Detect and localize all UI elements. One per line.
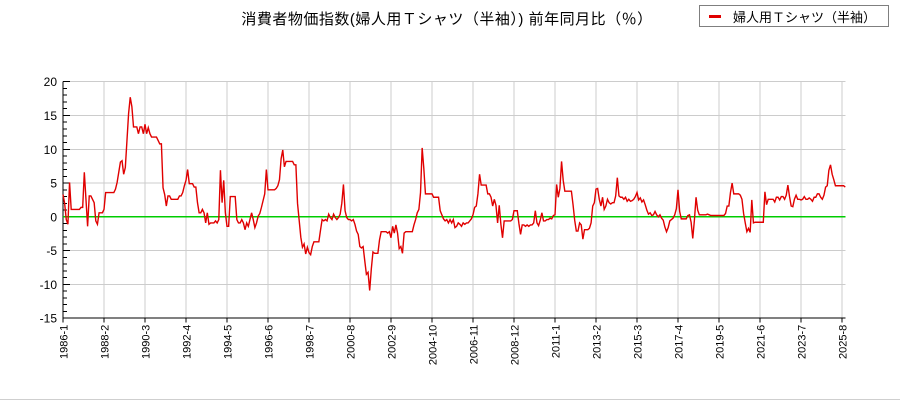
y-tick-label: 5 bbox=[50, 177, 57, 191]
legend-line-swatch bbox=[708, 14, 721, 18]
x-tick-label: 2015-3 bbox=[633, 325, 645, 359]
x-tick-label: 2004-10 bbox=[428, 325, 440, 365]
x-tick-label: 1998-7 bbox=[305, 325, 317, 359]
x-tick-label: 1986-1 bbox=[59, 325, 71, 359]
y-tick-label: 10 bbox=[44, 143, 58, 157]
y-tick-label: 0 bbox=[50, 210, 57, 224]
axes bbox=[62, 81, 846, 323]
x-tick-label: 2019-5 bbox=[715, 325, 727, 359]
gridlines bbox=[63, 81, 846, 319]
x-tick-label: 1994-5 bbox=[223, 325, 235, 359]
y-tick-label: -15 bbox=[40, 312, 58, 326]
y-tick-label: 15 bbox=[44, 109, 58, 123]
x-tick-label: 1990-3 bbox=[141, 325, 153, 359]
y-tick-label: -5 bbox=[46, 244, 57, 258]
x-tick-label: 2025-8 bbox=[838, 325, 850, 359]
y-tick-label: 20 bbox=[44, 75, 58, 89]
legend: 婦人用Ｔシャツ（半袖） bbox=[698, 5, 889, 27]
x-tick-label: 2013-2 bbox=[592, 325, 604, 359]
x-tick-label: 2006-11 bbox=[469, 325, 481, 365]
chart-title: 消費者物価指数(婦人用Ｔシャツ（半袖）) 前年同月比（％） bbox=[241, 11, 653, 28]
x-tick-label: 2008-12 bbox=[510, 325, 522, 365]
x-tick-label: 1996-6 bbox=[264, 325, 276, 359]
series-line bbox=[62, 97, 846, 291]
x-tick-label: 2002-9 bbox=[387, 325, 399, 359]
legend-label: 婦人用Ｔシャツ（半袖） bbox=[732, 9, 876, 25]
x-tick-label: 2023-7 bbox=[797, 325, 809, 359]
x-tick-label: 2011-1 bbox=[551, 325, 563, 358]
x-tick-label: 2017-4 bbox=[674, 325, 686, 359]
y-tick-label: -10 bbox=[40, 278, 58, 292]
x-tick-label: 1992-4 bbox=[182, 325, 194, 359]
x-tick-label: 2021-6 bbox=[756, 325, 768, 359]
x-tick-label: 2000-8 bbox=[346, 325, 358, 359]
x-tick-label: 1988-2 bbox=[100, 325, 112, 359]
